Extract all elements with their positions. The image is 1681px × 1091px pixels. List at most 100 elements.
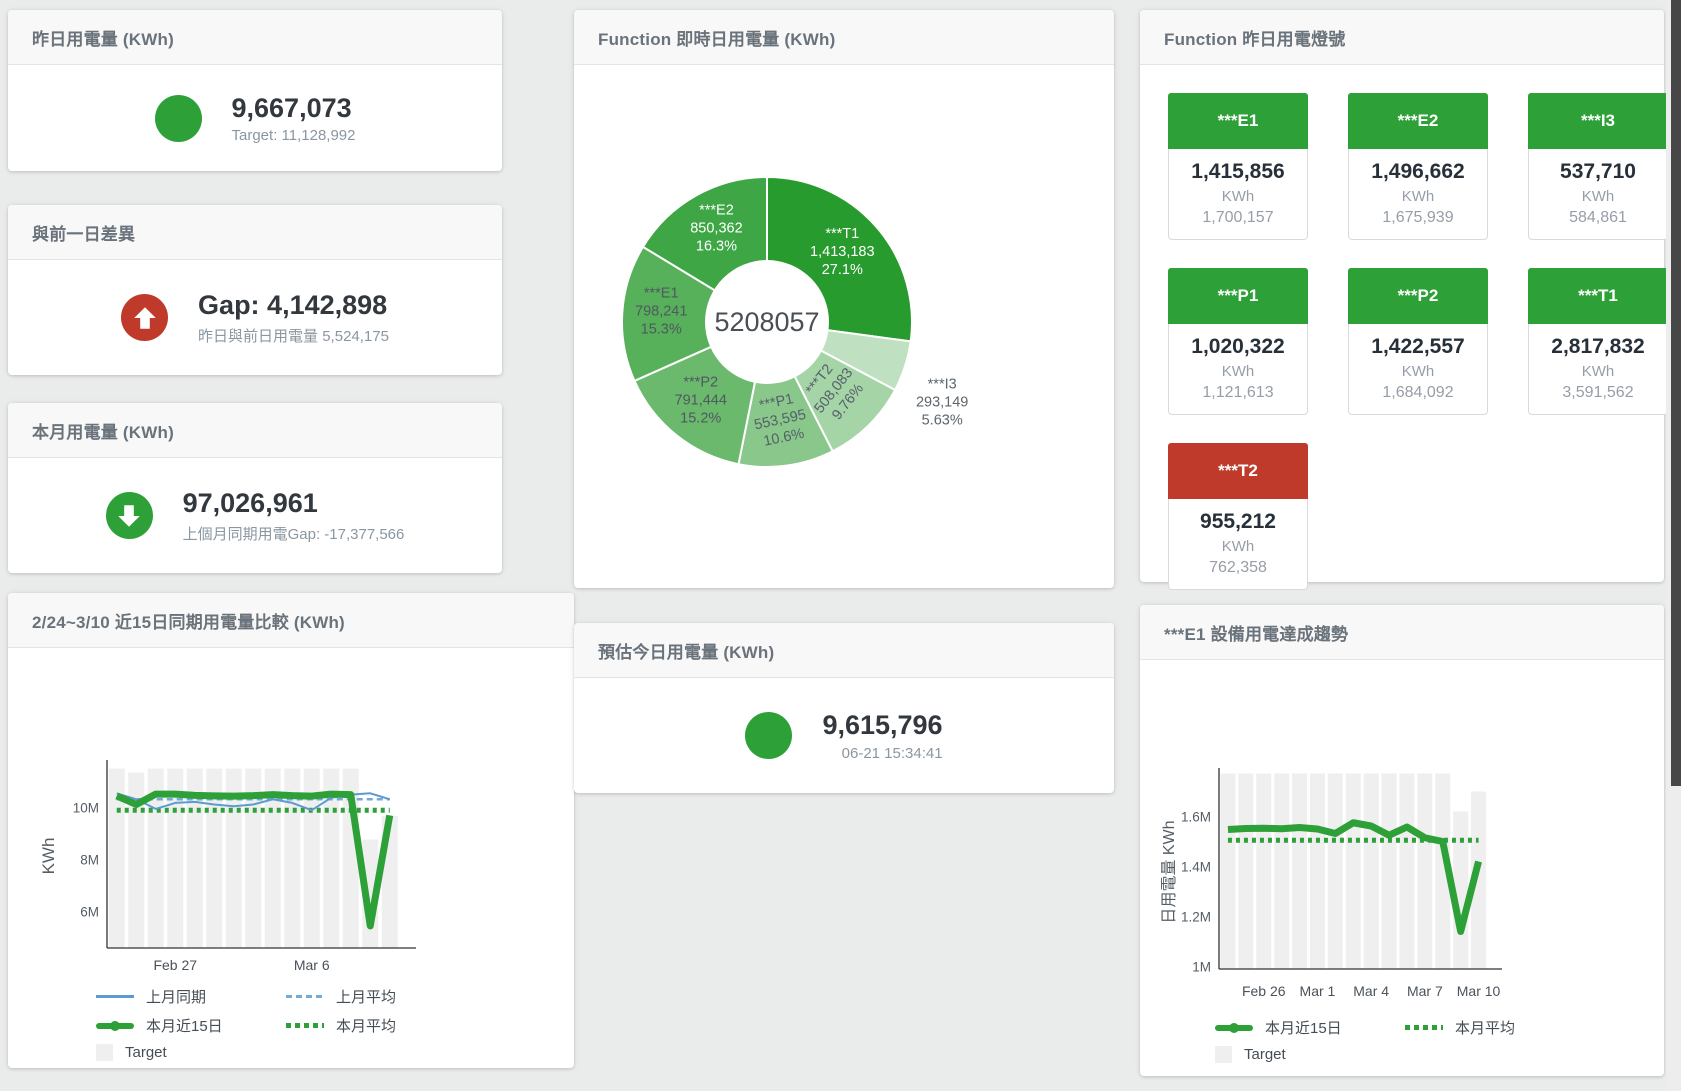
card-title: 預估今日用電量 (KWh) [598,642,775,662]
target-bar [1381,773,1397,969]
target-bar [323,768,340,948]
legend-item-Target[interactable]: Target [96,1044,167,1061]
status-tile: ***P1 1,020,322 KWh 1,121,613 [1168,268,1308,415]
target-bar [1471,791,1487,969]
target-bar [264,768,281,948]
arrow-up-icon [121,294,169,341]
y-tick-label: 1M [1192,960,1211,975]
x-tick-label: Mar 10 [1457,983,1501,999]
tile-label: ***T1 [1528,268,1668,324]
arrow-down-icon [105,492,153,539]
donut-center-total: 5208057 [714,307,819,337]
legend-label: Target [125,1044,167,1061]
card-15day-comparison-chart: 2/24~3/10 近15日同期用電量比較 (KWh) 6M 8M 10M KWh Fe… [8,593,574,1068]
card-title: ***E1 設備用電達成趨勢 [1164,624,1349,644]
kpi-subtitle: Target: 11,128,992 [231,127,356,145]
card-header: 預估今日用電量 (KWh) [574,623,1114,678]
y-axis-title: 日用電量 KWh [1161,820,1178,923]
legend-item-本月近15日[interactable]: 本月近15日 [1215,1017,1405,1038]
kpi-body: 9,615,796 06-21 15:34:41 [574,678,1114,793]
tile-value: 1,415,856 [1191,160,1285,183]
tile-target-value: 1,700,157 [1202,209,1274,226]
card-gap-previous-day: 與前一日差異 Gap: 4,142,898 昨日與前日用電量 5,524,175 [8,205,502,375]
tile-target-value: 1,684,092 [1382,384,1454,401]
card-title: Function 即時日用電量 (KWh) [598,29,836,49]
status-circle-icon [745,712,793,759]
donut-slice-label: ***I3 293,149 5.63% [916,376,968,428]
target-bar [1327,773,1343,969]
y-tick-label: 1.2M [1181,910,1211,925]
x-tick-label: Mar 7 [1407,983,1443,999]
card-month-usage: 本月用電量 (KWh) 97,026,961 上個月同期用電Gap: -17,3… [8,403,502,573]
target-bar [1274,773,1290,969]
y-tick-label: 6M [80,905,99,920]
kpi-body: Gap: 4,142,898 昨日與前日用電量 5,524,175 [8,260,502,375]
card-header: 2/24~3/10 近15日同期用電量比較 (KWh) [8,593,574,648]
card-header: ***E1 設備用電達成趨勢 [1140,605,1664,660]
legend-item-Target[interactable]: Target [1215,1046,1286,1063]
tile-value: 2,817,832 [1551,335,1645,358]
donut-slice-label: ***E1 798,241 15.3% [635,285,687,337]
kpi-body: 97,026,961 上個月同期用電Gap: -17,377,566 [8,458,502,573]
e1-trend-chart-legend: 本月近15日 本月平均 Target [1215,1017,1515,1071]
tile-unit: KWh [1401,363,1435,380]
tile-label: ***P2 [1348,268,1488,324]
legend-item-上月平均[interactable]: 上月平均 [286,986,396,1007]
tile-value: 537,710 [1560,160,1636,183]
target-bar [1399,773,1415,969]
tile-value: 1,422,557 [1371,335,1465,358]
tile-value: 1,020,322 [1191,335,1285,358]
card-header: 與前一日差異 [8,205,502,260]
realtime-usage-donut-chart[interactable]: ***T1 1,413,183 27.1%***I3 293,149 5.63%***T… [574,65,1114,585]
target-bar [1256,773,1272,969]
card-title: 昨日用電量 (KWh) [32,29,174,49]
legend-marker [1215,1022,1253,1033]
legend-item-上月同期[interactable]: 上月同期 [96,986,286,1007]
kpi-subtitle: 昨日與前日用電量 5,524,175 [198,327,389,345]
y-axis-title: KWh [39,838,58,875]
tile-target-value: 3,591,562 [1562,384,1634,401]
target-bar [1309,773,1325,969]
scrollbar-thumb[interactable] [1671,0,1681,786]
target-bar [245,768,262,948]
series-本月近15日 [115,790,394,930]
tile-label: ***T2 [1168,443,1308,499]
card-title: 2/24~3/10 近15日同期用電量比較 (KWh) [32,612,345,632]
y-tick-label: 10M [73,801,99,816]
y-tick-label: 8M [80,853,99,868]
x-tick-label: Mar 6 [294,957,330,973]
tile-unit: KWh [1221,188,1255,205]
kpi-value: Gap: 4,142,898 [198,290,388,321]
status-tile: ***T1 2,817,832 KWh 3,591,562 [1528,268,1668,415]
kpi-value: 9,615,796 [822,710,943,741]
target-bar [167,768,184,948]
donut-slice-label: ***P2 791,444 15.2% [675,375,727,427]
status-circle-icon [154,94,202,142]
legend-item-本月平均[interactable]: 本月平均 [286,1015,396,1036]
legend-marker [286,1023,324,1028]
card-estimated-today-usage: 預估今日用電量 (KWh) 9,615,796 06-21 15:34:41 [574,623,1114,793]
card-header: 昨日用電量 (KWh) [8,10,502,65]
legend-item-本月平均[interactable]: 本月平均 [1405,1017,1515,1038]
scrollbar-track[interactable] [1666,0,1681,1091]
legend-label: 本月平均 [1455,1020,1516,1037]
tile-target-value: 762,358 [1209,559,1267,576]
status-tile: ***P2 1,422,557 KWh 1,684,092 [1348,268,1488,415]
target-bar [303,768,320,948]
target-bar [1363,773,1379,969]
donut-slice-E1[interactable] [621,245,770,383]
kpi-subtitle: 06-21 15:34:41 [841,744,943,762]
target-bar [284,768,301,948]
card-yesterday-status-lights: Function 昨日用電燈號 ***E1 1,415,856 KWh 1,700,1… [1140,10,1668,590]
card-title: Function 昨日用電燈號 [1164,29,1346,49]
legend-marker [96,995,134,998]
legend-label: 上月平均 [336,989,397,1006]
legend-marker [1405,1025,1443,1030]
tile-value: 955,212 [1200,510,1276,533]
card-title: 本月用電量 (KWh) [32,422,174,442]
target-bar [1345,773,1361,969]
legend-item-本月近15日[interactable]: 本月近15日 [96,1015,286,1036]
y-tick-label: 1.4M [1181,860,1211,875]
legend-label: Target [1244,1046,1286,1063]
